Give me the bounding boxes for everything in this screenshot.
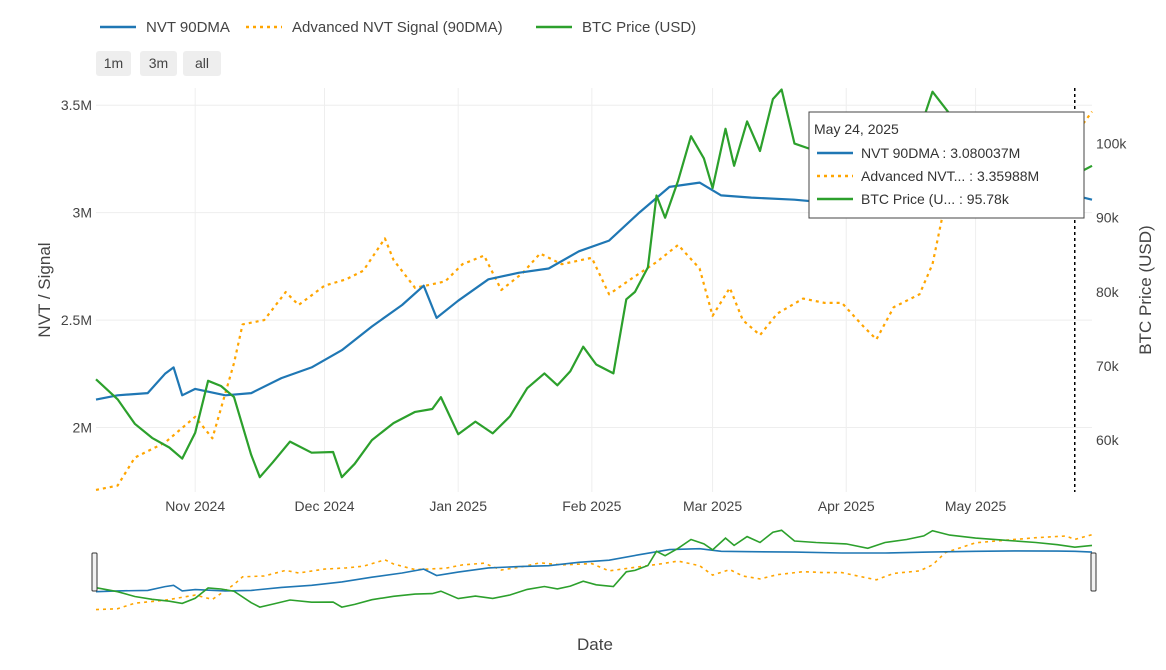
slider-handle-left[interactable] <box>91 552 98 592</box>
slider-handle-right[interactable] <box>1090 552 1097 592</box>
x-tick-label: Feb 2025 <box>562 498 621 514</box>
x-tick-label: Nov 2024 <box>165 498 225 514</box>
legend-label: BTC Price (USD) <box>582 19 696 36</box>
range-button-label: 1m <box>104 55 123 71</box>
y-axis-ticks: 2M 2.5M 3M 3.5M <box>61 97 92 435</box>
legend-label: NVT 90DMA <box>146 19 230 36</box>
y2-tick-label: 90k <box>1096 210 1120 226</box>
y2-axis-ticks: 60k 70k 80k 90k 100k <box>1096 136 1127 449</box>
tooltip-entry: Advanced NVT... : 3.35988M <box>861 168 1039 184</box>
x-tick-label: Apr 2025 <box>818 498 875 514</box>
legend-item[interactable]: BTC Price (USD) <box>536 19 696 36</box>
x-tick-label: Dec 2024 <box>295 498 355 514</box>
y2-tick-label: 70k <box>1096 358 1120 374</box>
slider-series-line <box>95 529 1093 608</box>
range-button-1m[interactable]: 1m <box>96 51 131 76</box>
range-button-label: 3m <box>149 55 168 71</box>
y2-axis-title: BTC Price (USD) <box>1136 225 1155 354</box>
tooltip-date: May 24, 2025 <box>814 121 899 137</box>
x-axis-title: Date <box>577 635 613 654</box>
legend-item[interactable]: NVT 90DMA <box>100 19 230 36</box>
series-line-1 <box>95 110 1093 491</box>
legend-item[interactable]: Advanced NVT Signal (90DMA) <box>246 19 503 36</box>
hover-tooltip: May 24, 2025 NVT 90DMA : 3.080037M Advance… <box>808 111 1085 219</box>
legend[interactable]: NVT 90DMA Advanced NVT Signal (90DMA) BTC … <box>100 19 696 36</box>
y-tick-label: 2M <box>73 420 92 436</box>
slider-series-line <box>95 547 1093 593</box>
tooltip-entry: NVT 90DMA : 3.080037M <box>861 145 1020 161</box>
range-button-label: all <box>195 55 209 71</box>
y2-tick-label: 80k <box>1096 284 1120 300</box>
y-axis-title: NVT / Signal <box>35 242 54 337</box>
range-slider[interactable] <box>91 529 1097 611</box>
tooltip-entry: BTC Price (U... : 95.78k <box>861 191 1010 207</box>
x-tick-label: May 2025 <box>945 498 1007 514</box>
range-button-all[interactable]: all <box>183 51 221 76</box>
x-tick-label: Jan 2025 <box>429 498 487 514</box>
range-button-3m[interactable]: 3m <box>140 51 177 76</box>
range-selector[interactable]: 1m 3m all <box>96 51 221 76</box>
y2-tick-label: 100k <box>1096 136 1127 152</box>
tooltip-box <box>808 111 1085 219</box>
x-axis-ticks: Nov 2024 Dec 2024 Jan 2025 Feb 2025 Mar 2025… <box>165 498 1006 514</box>
legend-label: Advanced NVT Signal (90DMA) <box>292 19 503 36</box>
y-tick-label: 3.5M <box>61 97 92 113</box>
y-tick-label: 2.5M <box>61 312 92 328</box>
y2-tick-label: 60k <box>1096 432 1120 448</box>
y-tick-label: 3M <box>73 205 92 221</box>
x-tick-label: Mar 2025 <box>683 498 742 514</box>
